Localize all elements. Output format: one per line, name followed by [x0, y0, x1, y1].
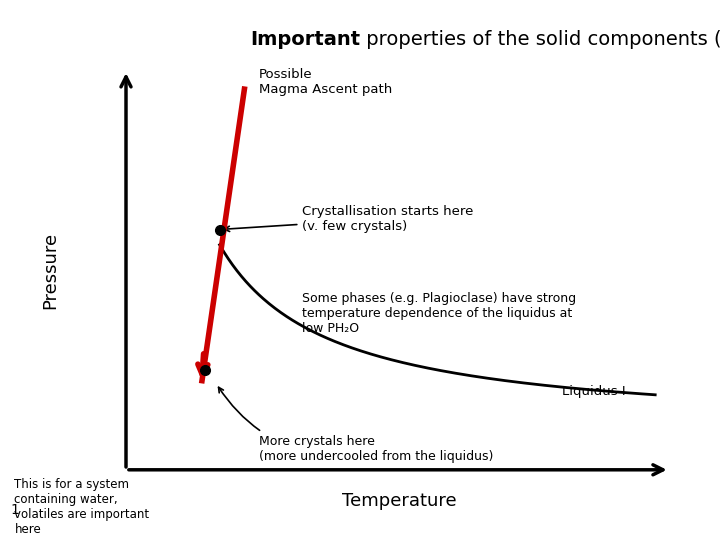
Text: This is for a system
containing water,
volatiles are important
here: This is for a system containing water, v… [14, 478, 150, 536]
Text: Some phases (e.g. Plagioclase) have strong
temperature dependence of the liquidu: Some phases (e.g. Plagioclase) have stro… [302, 292, 577, 335]
Text: Pressure: Pressure [42, 232, 60, 308]
Text: Temperature: Temperature [342, 492, 457, 510]
Text: Crystallisation starts here
(v. few crystals): Crystallisation starts here (v. few crys… [224, 205, 474, 233]
Text: 1: 1 [11, 503, 19, 517]
Text: Possible
Magma Ascent path: Possible Magma Ascent path [259, 68, 392, 96]
Text: Important: Important [250, 30, 360, 49]
Text: More crystals here
(more undercooled from the liquidus): More crystals here (more undercooled fro… [219, 387, 494, 463]
Text: Liquidus I: Liquidus I [562, 385, 625, 398]
Text: properties of the solid components (crystals) I: properties of the solid components (crys… [360, 30, 720, 49]
